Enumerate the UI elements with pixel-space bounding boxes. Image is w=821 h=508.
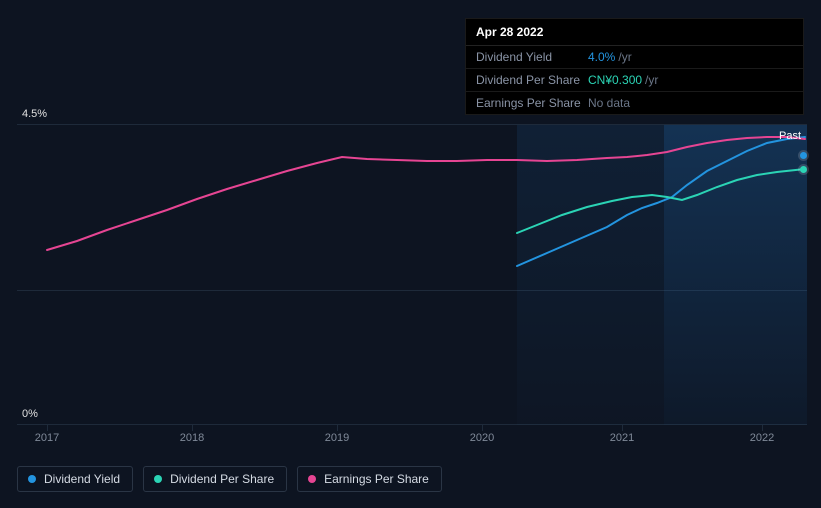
legend-item[interactable]: Dividend Per Share bbox=[143, 466, 287, 492]
tooltip-key: Earnings Per Share bbox=[476, 96, 588, 110]
series-end-dot bbox=[800, 166, 807, 173]
series-dividend_yield bbox=[517, 137, 805, 266]
x-tick: 2021 bbox=[610, 432, 634, 444]
past-label: Past bbox=[779, 130, 801, 142]
x-tick-line bbox=[337, 425, 338, 431]
legend-dot-icon bbox=[308, 475, 316, 483]
tooltip-value: 4.0%/yr bbox=[588, 50, 632, 64]
x-tick: 2018 bbox=[180, 432, 204, 444]
x-tick-line bbox=[762, 425, 763, 431]
x-tick-line bbox=[47, 425, 48, 431]
tooltip-row: Dividend Per ShareCN¥0.300/yr bbox=[466, 69, 803, 92]
x-tick: 2020 bbox=[470, 432, 494, 444]
x-tick: 2019 bbox=[325, 432, 349, 444]
legend-item[interactable]: Dividend Yield bbox=[17, 466, 133, 492]
x-tick-line bbox=[192, 425, 193, 431]
legend-item[interactable]: Earnings Per Share bbox=[297, 466, 442, 492]
tooltip: Apr 28 2022 Dividend Yield4.0%/yrDividen… bbox=[465, 18, 804, 115]
x-tick: 2022 bbox=[750, 432, 774, 444]
legend-label: Dividend Yield bbox=[44, 472, 120, 486]
tooltip-value: CN¥0.300/yr bbox=[588, 73, 658, 87]
series-earnings_per_share bbox=[47, 137, 805, 250]
tooltip-row: Earnings Per ShareNo data bbox=[466, 92, 803, 114]
tooltip-date: Apr 28 2022 bbox=[466, 19, 803, 46]
legend-dot-icon bbox=[28, 475, 36, 483]
x-tick-line bbox=[482, 425, 483, 431]
tooltip-key: Dividend Yield bbox=[476, 50, 588, 64]
y-axis-max: 4.5% bbox=[22, 108, 47, 120]
x-tick: 2017 bbox=[35, 432, 59, 444]
legend-label: Dividend Per Share bbox=[170, 472, 274, 486]
x-axis: 2017 2018 2019 2020 2021 2022 bbox=[17, 432, 807, 446]
tooltip-key: Dividend Per Share bbox=[476, 73, 588, 87]
legend-label: Earnings Per Share bbox=[324, 472, 429, 486]
x-tick-line bbox=[622, 425, 623, 431]
series-end-dot bbox=[800, 152, 807, 159]
chart-svg bbox=[17, 125, 807, 425]
tooltip-value: No data bbox=[588, 96, 630, 110]
legend-dot-icon bbox=[154, 475, 162, 483]
legend: Dividend Yield Dividend Per Share Earnings… bbox=[17, 466, 442, 492]
tooltip-row: Dividend Yield4.0%/yr bbox=[466, 46, 803, 69]
